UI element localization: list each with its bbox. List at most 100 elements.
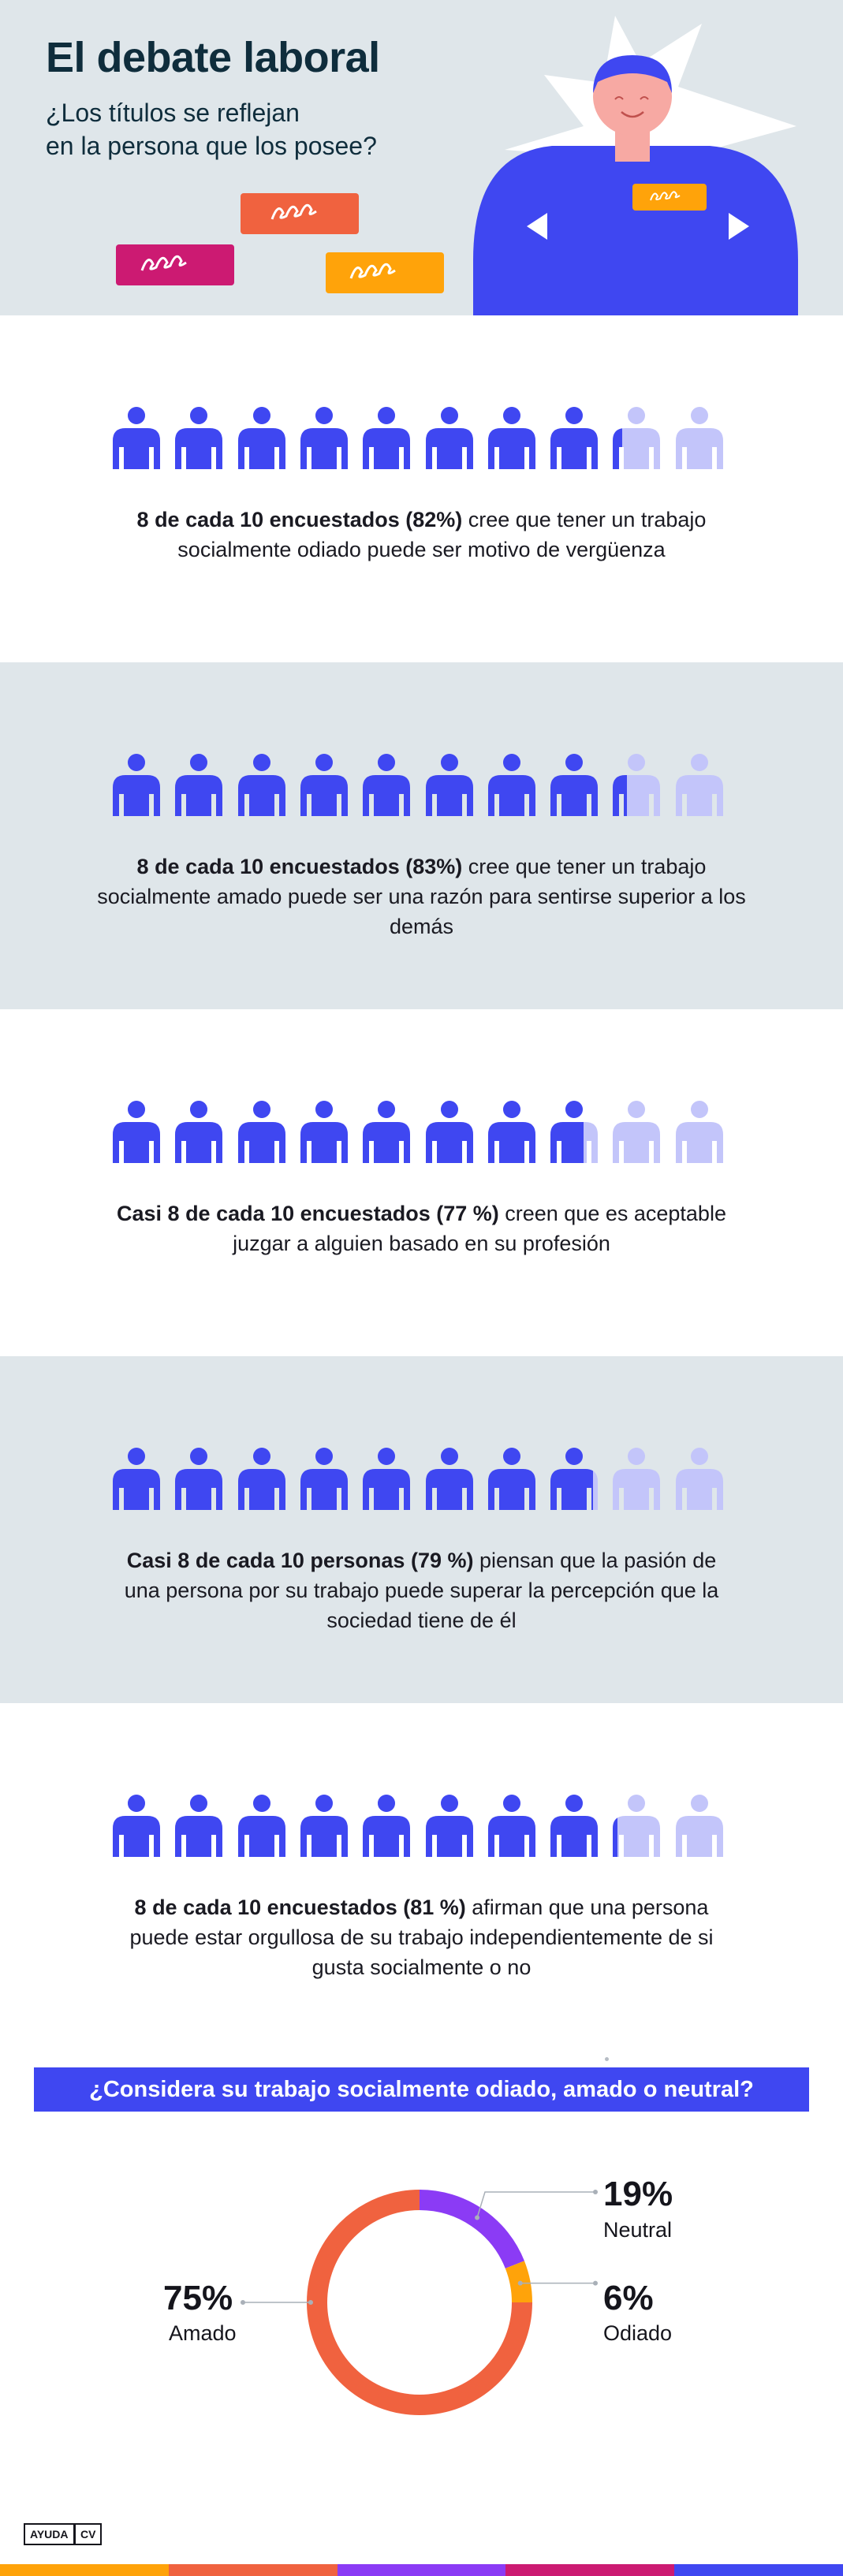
people-icon-row-4: [113, 1448, 723, 1510]
person-icon: [300, 1101, 348, 1163]
person-icon: [613, 1448, 660, 1510]
person-icon: [238, 1101, 285, 1163]
person-icon: [175, 1448, 222, 1510]
people-icon-row-2: [113, 754, 723, 816]
question-banner: ¿Considera su trabajo socialmente odiado…: [34, 2067, 809, 2112]
stat-text-4: Casi 8 de cada 10 personas (79 %) piensa…: [118, 1545, 725, 1635]
person-icon: [613, 407, 660, 469]
label-category-amado: Amado: [169, 2321, 237, 2345]
stat-rest-5: afirman que una persona puede estar orgu…: [129, 1896, 714, 1979]
label-value-odiado: 6%: [603, 2279, 654, 2317]
stat-bold-2: 8 de cada 10 encuestados (83%): [136, 855, 463, 878]
logo-part-1: AYUDA: [24, 2523, 75, 2545]
person-icon: [426, 1448, 473, 1510]
page-title: El debate laboral: [46, 34, 380, 81]
person-icon: [363, 1101, 410, 1163]
donut-slice-neutral: [419, 2190, 524, 2269]
leader-line-amado-dot: [241, 2300, 245, 2305]
person-icon: [175, 754, 222, 816]
leader-line-odiado-dot: [517, 2280, 523, 2286]
leader-line-neutral: [476, 2191, 595, 2218]
footer-color-stripes: [0, 2564, 843, 2576]
person-icon: [676, 407, 723, 469]
subtitle-line-2: en la persona que los posee?: [46, 132, 377, 160]
person-icon: [113, 1448, 160, 1510]
person-icon: [488, 1795, 535, 1857]
person-icon: [550, 754, 598, 816]
person-icon: [426, 407, 473, 469]
stat-bold-5: 8 de cada 10 encuestados (81 %): [134, 1896, 466, 1919]
page-subtitle: ¿Los títulos se reflejan en la persona q…: [46, 96, 487, 162]
stat-bold-3: Casi 8 de cada 10 encuestados (77 %): [117, 1202, 499, 1225]
stat-rest-1: cree que tener un trabajo socialmente od…: [177, 508, 707, 561]
person-icon: [426, 1101, 473, 1163]
person-icon: [488, 1448, 535, 1510]
footer-stripe: [0, 2564, 169, 2576]
speech-bubble-magenta-icon: [116, 244, 234, 285]
person-icon: [238, 1795, 285, 1857]
footer-stripe: [168, 2564, 338, 2576]
person-icon: [300, 407, 348, 469]
person-icon: [613, 1101, 660, 1163]
stat-bold-1: 8 de cada 10 encuestados (82%): [136, 508, 463, 531]
person-icon: [238, 754, 285, 816]
stat-section-2: 8 de cada 10 encuestados (83%) cree que …: [0, 662, 843, 1009]
label-value-amado: 75%: [163, 2279, 233, 2317]
person-icon: [550, 1448, 598, 1510]
footer-stripe: [337, 2564, 506, 2576]
person-icon: [113, 754, 160, 816]
header: El debate laboral ¿Los títulos se reflej…: [0, 0, 843, 315]
people-icon-row-3: [113, 1101, 723, 1163]
person-icon: [113, 407, 160, 469]
label-category-odiado: Odiado: [603, 2321, 673, 2345]
person-icon: [488, 407, 535, 469]
stat-section-4: Casi 8 de cada 10 personas (79 %) piensa…: [0, 1356, 843, 1703]
stat-rest-4: piensan que la pasión de una persona por…: [124, 1549, 719, 1632]
header-illustration: [116, 16, 798, 315]
stat-rest-3: creen que es aceptable juzgar a alguien …: [233, 1202, 726, 1255]
person-icon: [363, 754, 410, 816]
person-icon: [676, 1101, 723, 1163]
stat-section-1: 8 de cada 10 encuestados (82%) cree que …: [0, 315, 843, 662]
person-icon: [363, 407, 410, 469]
label-category-neutral: Neutral: [603, 2218, 673, 2242]
person-icon: [613, 754, 660, 816]
person-icon: [300, 1448, 348, 1510]
stat-text-1: 8 de cada 10 encuestados (82%) cree que …: [79, 505, 764, 565]
footer-stripe: [674, 2564, 843, 2576]
speech-bubble-coral-icon: [241, 193, 359, 234]
question-text: ¿Considera su trabajo socialmente odiado…: [89, 2077, 754, 2102]
leader-line-neutral-dot: [475, 2215, 480, 2220]
person-icon: [550, 1101, 598, 1163]
leader-line-neutral-dot: [593, 2190, 598, 2194]
stat-text-5: 8 de cada 10 encuestados (81 %) afirman …: [118, 1892, 725, 1982]
person-icon: [175, 1795, 222, 1857]
person-icon: [676, 754, 723, 816]
stat-text-3: Casi 8 de cada 10 encuestados (77 %) cre…: [110, 1199, 733, 1258]
person-icon: [175, 407, 222, 469]
subtitle-line-1: ¿Los títulos se reflejan: [46, 99, 300, 127]
stat-section-5: 8 de cada 10 encuestados (81 %) afirman …: [0, 1703, 843, 2050]
label-value-neutral: 19%: [603, 2175, 673, 2213]
donut-slice-amado: [307, 2190, 532, 2415]
speech-bubble-orange-icon: [326, 252, 444, 293]
person-icon: [113, 1795, 160, 1857]
donut-chart-area: 75% Amado 19% Neutral 6% Odiado: [0, 2129, 843, 2468]
person-icon: [676, 1795, 723, 1857]
stat-rest-2: cree que tener un trabajo socialmente am…: [97, 855, 746, 938]
person-icon: [426, 754, 473, 816]
leader-line-amado-dot: [308, 2300, 313, 2305]
person-icon: [363, 1448, 410, 1510]
person-icon: [175, 1101, 222, 1163]
person-icon: [426, 1795, 473, 1857]
person-illustration-icon: [473, 55, 798, 315]
person-icon: [113, 1101, 160, 1163]
decorative-dot: [605, 2057, 609, 2061]
person-icon: [613, 1795, 660, 1857]
stat-section-3: Casi 8 de cada 10 encuestados (77 %) cre…: [0, 1009, 843, 1356]
people-icon-row-5: [113, 1795, 723, 1857]
donut-chart: [241, 2190, 598, 2415]
person-icon: [488, 1101, 535, 1163]
footer-stripe: [505, 2564, 675, 2576]
person-icon: [550, 1795, 598, 1857]
